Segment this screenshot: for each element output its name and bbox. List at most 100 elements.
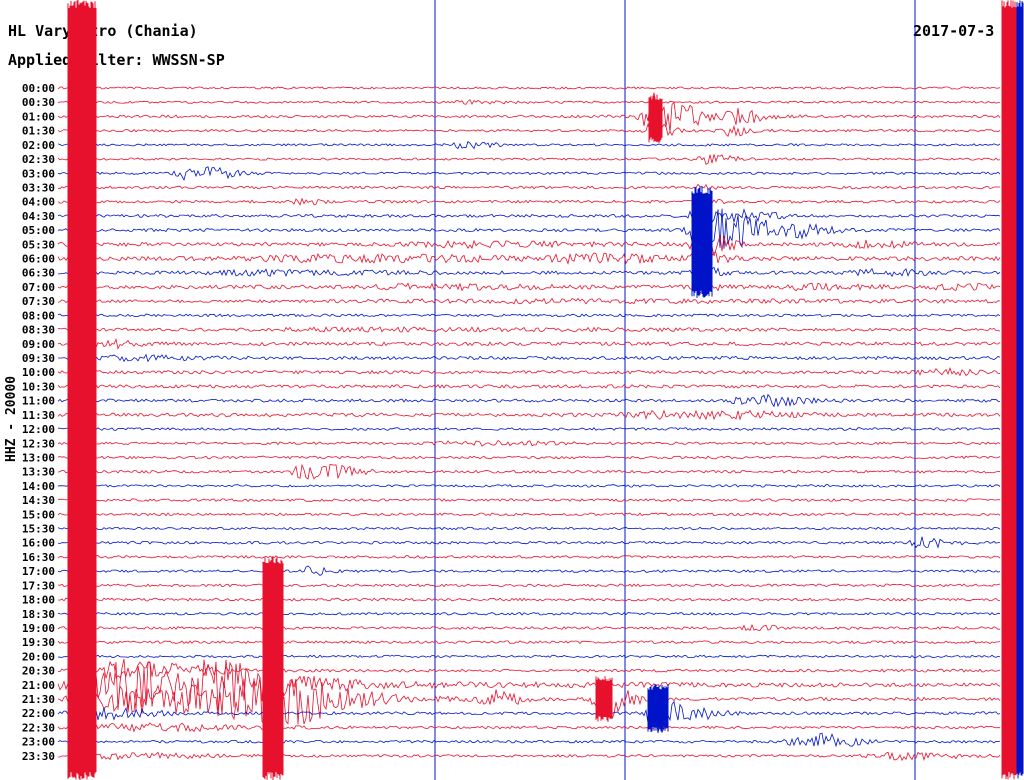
time-label: 22:30 (22, 721, 55, 734)
trace-15:30 (57, 526, 1001, 531)
time-label: 11:00 (22, 395, 55, 408)
trace-11:30 (57, 409, 1001, 421)
trace-01:00 (57, 92, 1001, 136)
event-band (691, 186, 713, 298)
time-label: 19:00 (22, 622, 55, 635)
trace-05:00 (57, 208, 1001, 256)
trace-12:00 (57, 427, 1001, 431)
scale-label: HHZ - 20000 (4, 376, 19, 462)
event-band (262, 556, 284, 780)
trace-00:30 (57, 99, 1000, 105)
trace-11:00 (57, 393, 1001, 408)
time-label: 02:00 (22, 139, 55, 152)
trace-16:00 (57, 536, 1001, 549)
time-label: 00:30 (22, 96, 55, 109)
trace-19:00 (57, 623, 1000, 632)
time-label: 17:30 (22, 579, 55, 592)
time-label: 20:00 (22, 650, 55, 663)
time-label: 17:00 (22, 565, 55, 578)
time-label: 21:30 (22, 693, 55, 706)
time-label: 04:30 (22, 210, 55, 223)
trace-21:00 (57, 658, 1001, 711)
time-label: 19:30 (22, 636, 55, 649)
date-label: 2017-07-3 (913, 22, 994, 40)
trace-07:00 (57, 280, 1001, 294)
trace-07:30 (57, 297, 1001, 305)
time-label: 16:00 (22, 537, 55, 550)
trace-02:30 (57, 154, 1001, 165)
station-title: HL Varypetro (Chania) (8, 22, 198, 40)
trace-18:00 (57, 597, 1000, 602)
trace-20:00 (57, 654, 1001, 659)
time-label: 23:00 (22, 736, 55, 749)
time-label: 20:30 (22, 665, 55, 678)
trace-12:30 (57, 439, 1001, 447)
trace-14:00 (57, 484, 1001, 488)
trace-19:30 (57, 640, 1001, 645)
trace-18:30 (57, 611, 1001, 616)
time-label: 22:00 (22, 707, 55, 720)
event-band (1016, 0, 1024, 779)
time-label: 07:30 (22, 295, 55, 308)
trace-21:30 (57, 668, 1001, 734)
time-label: 23:30 (22, 750, 55, 763)
time-label: 16:30 (22, 551, 55, 564)
time-label: 10:00 (22, 366, 55, 379)
trace-20:30 (58, 660, 1001, 680)
time-label: 03:30 (22, 181, 55, 194)
trace-08:00 (57, 313, 1001, 318)
time-label: 00:00 (22, 82, 55, 95)
trace-13:00 (57, 455, 1001, 460)
time-label: 13:00 (22, 451, 55, 464)
time-label: 05:30 (22, 238, 55, 251)
time-label: 08:30 (22, 324, 55, 337)
trace-09:30 (58, 353, 1001, 363)
trace-06:30 (58, 266, 1001, 280)
time-label: 07:00 (22, 281, 55, 294)
event-band (1001, 0, 1017, 780)
trace-05:30 (57, 235, 1001, 261)
time-label: 21:00 (22, 679, 55, 692)
time-label: 13:30 (22, 466, 55, 479)
trace-01:30 (57, 122, 1001, 139)
trace-04:00 (57, 195, 1001, 208)
trace-14:30 (57, 498, 1001, 502)
trace-00:00 (57, 86, 1001, 90)
time-label: 18:00 (22, 594, 55, 607)
trace-03:30 (57, 183, 1000, 191)
trace-04:30 (57, 205, 1001, 224)
trace-10:30 (57, 384, 1001, 389)
time-label: 12:00 (22, 423, 55, 436)
time-label: 09:30 (22, 352, 55, 365)
trace-22:00 (57, 700, 1001, 734)
time-label: 02:30 (22, 153, 55, 166)
time-label: 05:00 (22, 224, 55, 237)
time-label: 04:00 (22, 196, 55, 209)
time-label: 15:30 (22, 523, 55, 536)
trace-23:00 (57, 732, 1001, 748)
trace-17:00 (57, 565, 1001, 577)
time-label: 01:30 (22, 125, 55, 138)
time-label: 09:00 (22, 338, 55, 351)
trace-13:30 (57, 463, 1001, 480)
trace-15:00 (57, 512, 1001, 517)
event-band (67, 0, 97, 780)
event-band (647, 684, 669, 732)
time-label: 14:00 (22, 480, 55, 493)
time-label: 10:30 (22, 380, 55, 393)
trace-16:30 (57, 554, 1001, 559)
time-label: 08:00 (22, 309, 55, 322)
event-band (595, 676, 613, 722)
time-label: 03:00 (22, 167, 55, 180)
trace-03:00 (57, 166, 1001, 181)
trace-22:30 (57, 722, 1001, 733)
time-label: 18:30 (22, 608, 55, 621)
trace-06:00 (57, 249, 1001, 268)
trace-08:30 (57, 326, 1001, 333)
time-label: 06:30 (22, 267, 55, 280)
time-label: 11:30 (22, 409, 55, 422)
trace-02:00 (57, 140, 1001, 150)
time-label: 01:00 (22, 110, 55, 123)
